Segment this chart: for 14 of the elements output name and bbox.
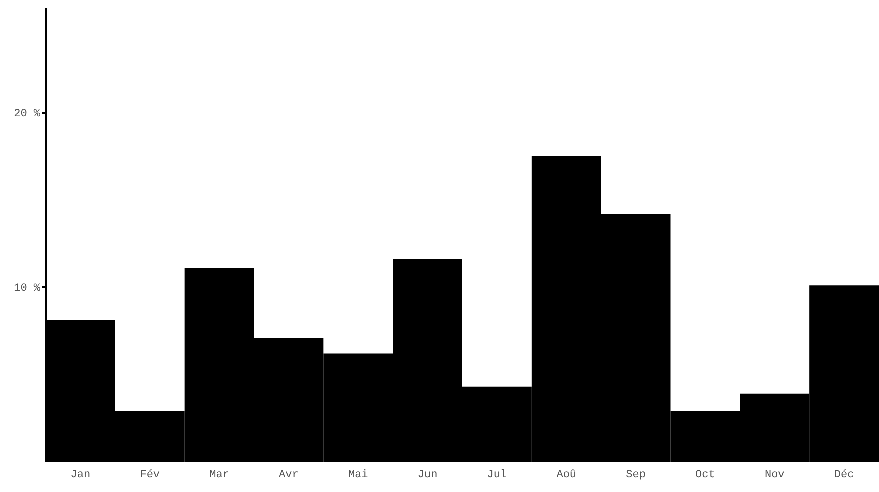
x-tick-label: Jul (487, 470, 508, 482)
x-tick-label: Sep (626, 470, 646, 482)
x-tick-label: Oct (696, 470, 716, 482)
x-tick-label: Avr (279, 470, 299, 482)
y-tick-label: 10 % (14, 282, 41, 295)
x-tick-label: Mar (210, 470, 230, 482)
x-tick-label: Mai (348, 470, 369, 482)
x-tick-label: Jun (418, 470, 438, 482)
x-tick-label: Nov (764, 470, 786, 482)
y-tick-label: 20 % (14, 108, 41, 120)
x-tick-label: Aoû (556, 470, 577, 482)
x-tick-label: Fév (140, 470, 160, 482)
x-tick-label: Déc (834, 470, 854, 482)
x-tick-label: Jan (70, 470, 91, 482)
